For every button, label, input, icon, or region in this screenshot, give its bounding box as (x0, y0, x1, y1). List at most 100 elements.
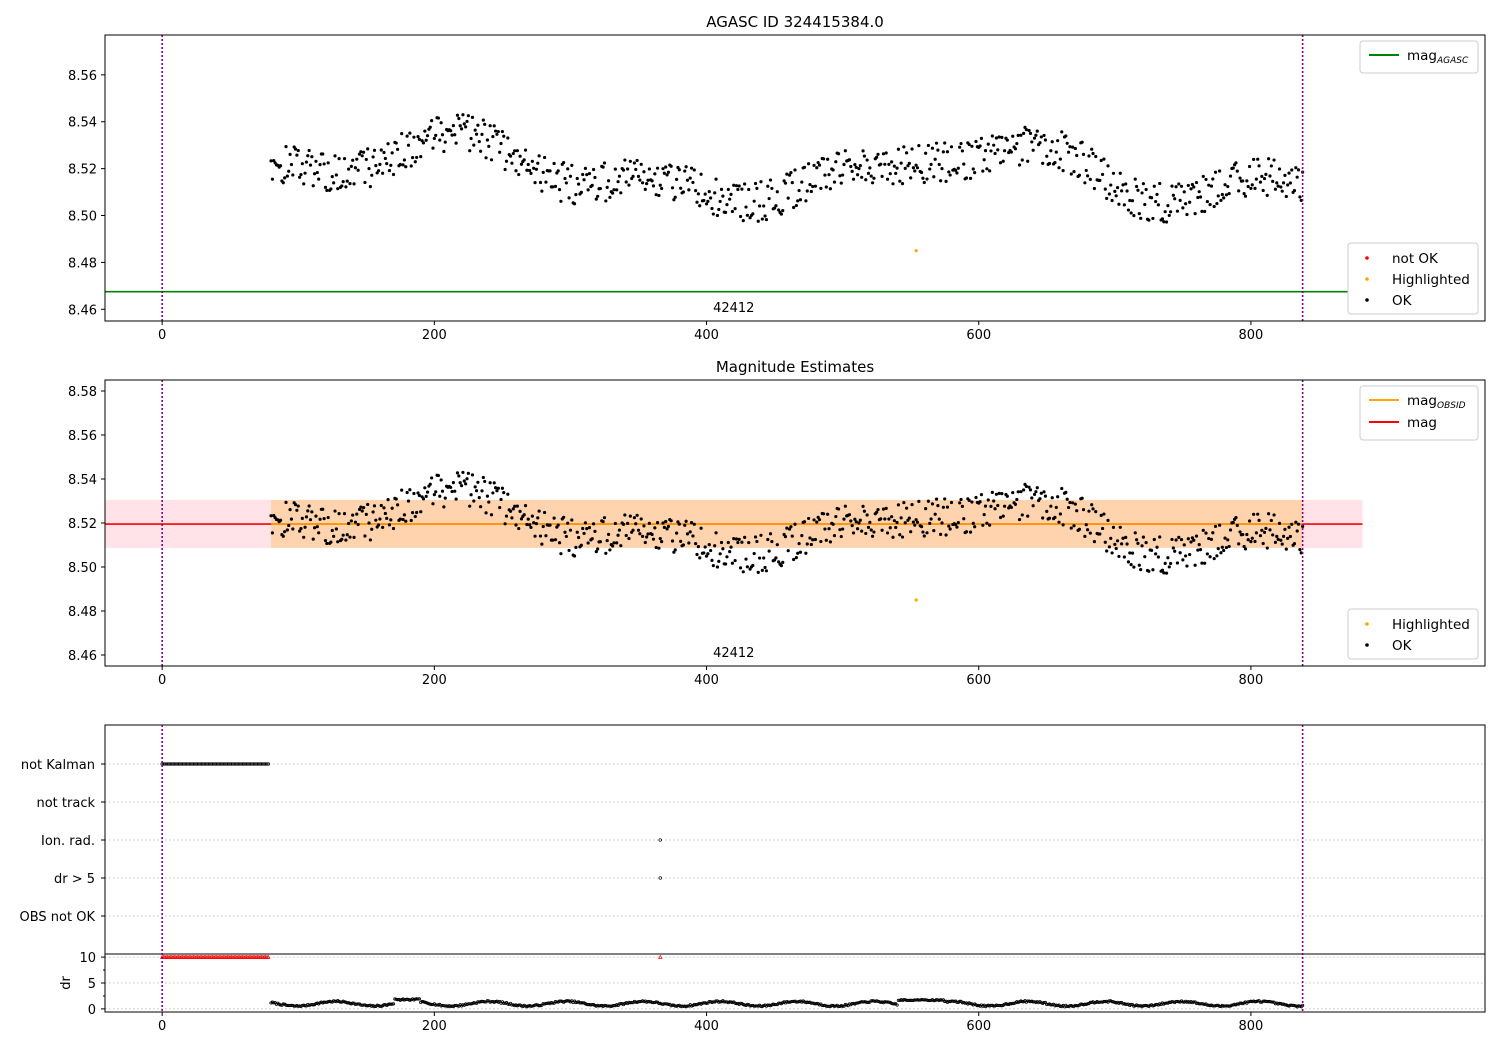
dr-data-point (892, 1002, 896, 1006)
data-point-ok (381, 171, 385, 175)
data-point-ok (312, 526, 317, 530)
data-point-ok (1249, 186, 1253, 191)
data-point-ok (472, 499, 476, 503)
data-point-ok (359, 505, 363, 509)
dr-data-point (843, 1003, 847, 1007)
data-point-ok (390, 151, 394, 155)
dr-data-point (329, 1000, 333, 1004)
magnitude-estimates-panel: 0 200 400 600 8008.468.488.508.528.548.568.5… (68, 358, 1486, 688)
data-point-ok (590, 537, 594, 541)
data-point-ok (891, 182, 895, 186)
data-point-ok (1011, 491, 1015, 495)
dr-data-point (963, 1001, 967, 1005)
data-point-ok (770, 186, 774, 191)
data-point-ok (913, 169, 917, 173)
data-point-ok (537, 154, 541, 158)
dr-y-tick-label: 10 (79, 951, 96, 966)
data-point-ok (1091, 507, 1095, 511)
data-point-ok (400, 488, 404, 492)
data-point-ok (994, 136, 999, 140)
data-point-ok (898, 533, 902, 537)
data-point-ok (1117, 202, 1121, 206)
data-point-ok (1032, 492, 1037, 497)
data-point-ok (484, 156, 488, 160)
dr-data-point (1005, 1002, 1009, 1006)
data-point-ok (1182, 190, 1186, 194)
data-point-ok (325, 541, 329, 546)
data-point-ok (669, 164, 673, 168)
data-point-ok (528, 168, 532, 173)
data-point-ok (815, 166, 819, 170)
data-point-ok (909, 530, 913, 534)
data-point-ok (1106, 518, 1110, 522)
data-point-ok (1154, 199, 1158, 204)
dr-data-point (895, 1003, 899, 1007)
data-point-ok (1090, 147, 1094, 151)
data-point-ok (1019, 490, 1023, 494)
data-point-ok (621, 168, 626, 172)
data-point-ok (1275, 181, 1279, 185)
data-point-ok (355, 157, 359, 161)
data-point-ok (451, 481, 456, 485)
data-point-ok (842, 517, 846, 521)
dr-data-point (1256, 999, 1260, 1003)
data-point-ok (1030, 496, 1034, 500)
data-point-ok (579, 190, 583, 194)
data-point-ok (1054, 505, 1058, 510)
data-point-ok (894, 171, 898, 175)
data-point-ok (477, 139, 481, 144)
data-point-ok (389, 518, 393, 522)
data-point-ok (758, 204, 762, 208)
data-point-ok (499, 141, 503, 146)
data-point-ok (824, 185, 828, 189)
data-point-ok (774, 204, 778, 208)
data-point-ok (579, 543, 583, 547)
data-point-ok (772, 206, 777, 210)
dr-data-point (575, 1000, 579, 1004)
data-point-ok (937, 517, 941, 521)
dr-data-point (278, 1003, 283, 1007)
data-point-ok (718, 199, 722, 204)
data-point-ok (743, 182, 747, 186)
data-point-ok (1223, 183, 1227, 187)
data-point-ok (345, 179, 349, 183)
data-point-ok (717, 559, 721, 563)
data-point-ok (1013, 147, 1018, 151)
data-point-ok (495, 132, 499, 136)
data-point-ok (627, 536, 631, 541)
dr-data-point (666, 1002, 671, 1007)
data-point-ok (988, 169, 992, 173)
data-point-ok (719, 187, 724, 191)
data-point-ok (1290, 522, 1294, 526)
data-point-ok (646, 178, 650, 182)
data-point-ok (936, 148, 940, 152)
data-point-ok (665, 173, 669, 177)
data-point-ok (575, 530, 579, 534)
data-point-ok (1113, 542, 1117, 546)
data-point-ok (1083, 181, 1087, 185)
data-point-ok (287, 169, 291, 173)
data-point-ok (713, 544, 717, 548)
data-point-ok (425, 490, 430, 494)
data-point-ok (1053, 515, 1057, 519)
data-point-ok (1083, 534, 1087, 538)
data-point-ok (532, 521, 536, 525)
data-point-ok (655, 166, 660, 170)
data-point-ok (677, 168, 681, 172)
data-point-ok (1260, 174, 1264, 179)
data-point-ok (487, 144, 491, 148)
data-point-ok (396, 503, 400, 507)
data-point-ok (1045, 509, 1049, 513)
data-point-ok (402, 158, 407, 162)
data-point-ok (542, 155, 547, 160)
data-point-ok (692, 522, 696, 526)
data-point-ok (645, 181, 649, 186)
data-point-ok (997, 135, 1001, 139)
data-point-ok (431, 146, 435, 150)
x-tick-label: 0 (158, 673, 166, 688)
data-point-ok (986, 142, 990, 146)
data-point-ok (850, 169, 854, 173)
data-point-ok (499, 497, 503, 502)
data-point-ok (1016, 133, 1020, 137)
dr-data-point (841, 1004, 845, 1008)
